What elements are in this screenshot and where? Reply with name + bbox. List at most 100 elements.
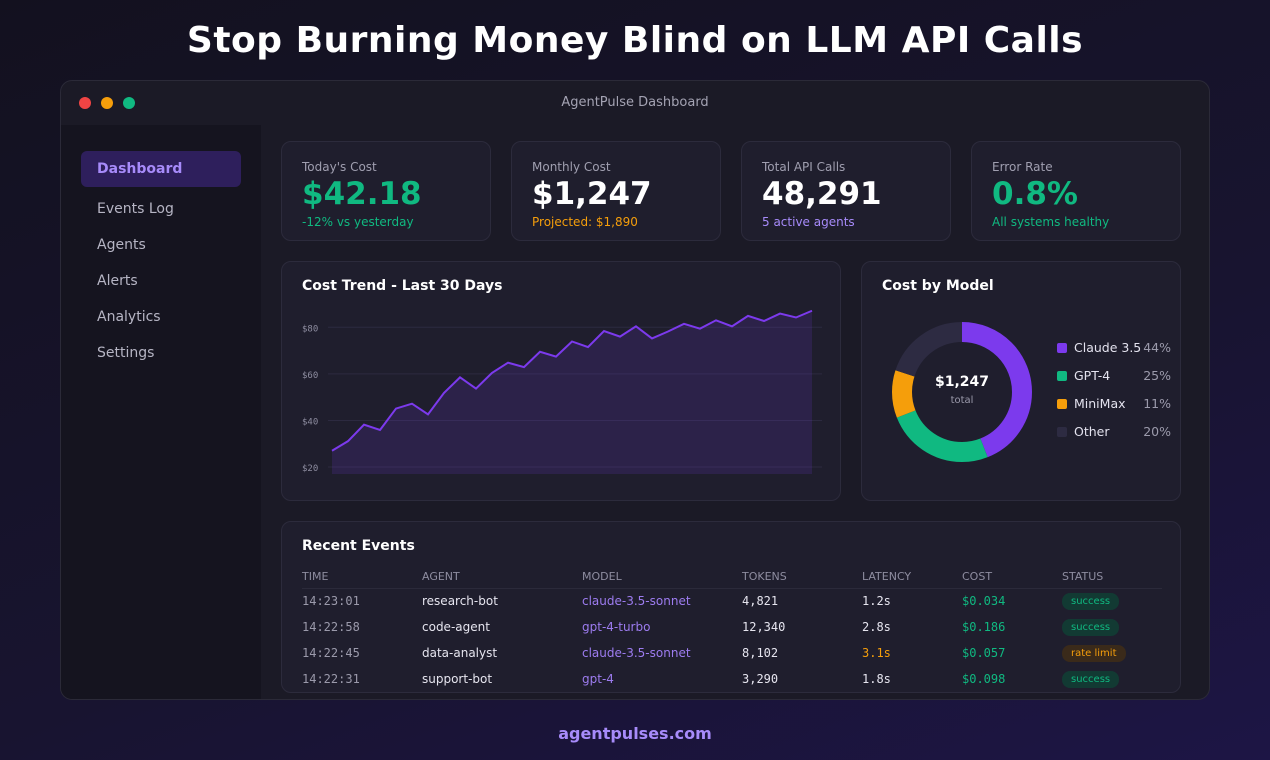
legend-percent: 11% — [1143, 396, 1171, 411]
sidebar-item-alerts[interactable]: Alerts — [97, 273, 138, 289]
event-time: 14:22:31 — [302, 672, 360, 686]
event-cost: $0.057 — [962, 646, 1006, 660]
table-row[interactable]: 14:22:45 data-analyst claude-3.5-sonnet … — [302, 640, 1162, 666]
app-window: AgentPulse Dashboard Dashboard Events Lo… — [60, 80, 1210, 700]
event-latency: 1.2s — [862, 594, 891, 609]
legend-item: MiniMax 11% — [1057, 396, 1177, 411]
column-header: MODEL — [582, 562, 742, 589]
event-time: 14:22:45 — [302, 646, 360, 660]
legend-label: Other — [1074, 424, 1110, 439]
legend-label: Claude 3.5 — [1074, 340, 1142, 355]
sidebar-item-dashboard[interactable]: Dashboard — [81, 151, 241, 187]
legend-percent: 44% — [1143, 340, 1171, 355]
column-header: TIME — [302, 562, 422, 589]
event-agent: research-bot — [422, 594, 498, 609]
column-header: STATUS — [1062, 562, 1162, 589]
event-model: gpt-4 — [582, 672, 614, 686]
event-cost: $0.186 — [962, 620, 1006, 634]
headline: Stop Burning Money Blind on LLM API Call… — [186, 20, 1084, 61]
cost-by-model-donut — [892, 322, 1032, 462]
event-cost: $0.034 — [962, 594, 1006, 609]
footer-url[interactable]: agentpulses.com — [558, 724, 712, 743]
stat-card: Error Rate 0.8% All systems healthy — [971, 141, 1181, 241]
sidebar-item-events-log[interactable]: Events Log — [97, 201, 174, 217]
table-row[interactable]: 14:22:58 code-agent gpt-4-turbo 12,340 2… — [302, 614, 1162, 640]
donut-center-value: $1,247 — [934, 374, 990, 390]
table-row[interactable]: 14:22:31 support-bot gpt-4 3,290 1.8s $0… — [302, 666, 1162, 692]
y-tick-label: $80 — [302, 324, 318, 334]
status-badge: rate limit — [1062, 644, 1126, 662]
cost-by-model-title: Cost by Model — [882, 278, 994, 294]
status-badge: success — [1062, 618, 1120, 636]
legend-item: GPT-4 25% — [1057, 368, 1177, 383]
stat-label: Error Rate — [992, 160, 1053, 174]
event-tokens: 4,821 — [742, 594, 779, 609]
stat-label: Total API Calls — [762, 160, 846, 174]
events-table: TIME AGENT MODEL TOKENS LATENCY COST STATUS 14… — [302, 562, 1162, 692]
legend-percent: 20% — [1143, 424, 1171, 439]
window-title: AgentPulse Dashboard — [561, 95, 709, 110]
stat-card: Today's Cost $42.18 -12% vs yesterday — [281, 141, 491, 241]
column-header: AGENT — [422, 562, 582, 589]
donut-slice-minimax — [892, 322, 1032, 462]
cost-trend-chart: $80 $60 $40 $20 — [302, 309, 822, 474]
cost-trend-panel: Cost Trend - Last 30 Days $80 $60 $40 $20 — [281, 261, 841, 501]
sidebar: Dashboard Events Log Agents Alerts Analy… — [61, 125, 261, 699]
event-time: 14:23:01 — [302, 594, 360, 609]
sidebar-item-agents[interactable]: Agents — [97, 237, 146, 253]
column-header: LATENCY — [862, 562, 962, 589]
table-row[interactable]: 14:23:01 research-bot claude-3.5-sonnet … — [302, 588, 1162, 614]
y-tick-label: $40 — [302, 417, 318, 427]
legend-label: GPT-4 — [1074, 368, 1111, 383]
stat-card: Total API Calls 48,291 5 active agents — [741, 141, 951, 241]
recent-events-panel: Recent Events TIME AGENT MODEL TOKENS LATENC… — [281, 521, 1181, 693]
minimize-window-button[interactable] — [101, 97, 113, 109]
y-tick-label: $60 — [302, 371, 318, 381]
column-header: COST — [962, 562, 1062, 589]
legend-item: Claude 3.5 44% — [1057, 340, 1177, 355]
cost-by-model-panel: Cost by Model $1,247 total Claude 3.5 44%… — [861, 261, 1181, 501]
status-badge: success — [1062, 670, 1120, 688]
stat-value: $42.18 — [302, 176, 422, 212]
event-tokens: 12,340 — [742, 620, 786, 634]
event-latency: 1.8s — [862, 672, 891, 686]
event-model: claude-3.5-sonnet — [582, 646, 691, 660]
event-cost: $0.098 — [962, 672, 1006, 686]
legend-item: Other 20% — [1057, 424, 1177, 439]
donut-slice-other — [892, 322, 1032, 462]
recent-events-title: Recent Events — [302, 538, 415, 554]
maximize-window-button[interactable] — [123, 97, 135, 109]
event-tokens: 8,102 — [742, 646, 779, 660]
stat-value: $1,247 — [532, 176, 652, 212]
stat-label: Monthly Cost — [532, 160, 611, 174]
sidebar-item-analytics[interactable]: Analytics — [97, 309, 161, 325]
sidebar-item-settings[interactable]: Settings — [97, 345, 155, 361]
donut-center-label: total — [950, 395, 974, 406]
event-model: claude-3.5-sonnet — [582, 594, 691, 609]
close-window-button[interactable] — [79, 97, 91, 109]
event-time: 14:22:58 — [302, 620, 360, 634]
stat-subtext: 5 active agents — [762, 215, 855, 229]
stat-value: 0.8% — [992, 176, 1078, 212]
event-latency: 3.1s — [862, 646, 891, 660]
event-latency: 2.8s — [862, 620, 891, 634]
legend-percent: 25% — [1143, 368, 1171, 383]
legend-swatch — [1057, 427, 1067, 437]
event-model: gpt-4-turbo — [582, 620, 651, 634]
y-tick-label: $20 — [302, 464, 318, 474]
status-badge: success — [1062, 592, 1120, 610]
stat-card: Monthly Cost $1,247 Projected: $1,890 — [511, 141, 721, 241]
legend-swatch — [1057, 371, 1067, 381]
event-agent: data-analyst — [422, 646, 498, 660]
event-agent: code-agent — [422, 620, 490, 634]
stat-subtext: All systems healthy — [992, 215, 1110, 229]
title-bar: AgentPulse Dashboard — [61, 81, 1209, 125]
stat-subtext: -12% vs yesterday — [302, 215, 414, 229]
column-header: TOKENS — [742, 562, 862, 589]
donut-slice-gpt-4 — [892, 322, 1032, 462]
event-agent: support-bot — [422, 672, 493, 686]
event-tokens: 3,290 — [742, 672, 779, 686]
legend-swatch — [1057, 399, 1067, 409]
trend-area — [332, 310, 812, 474]
stat-label: Today's Cost — [302, 160, 377, 174]
